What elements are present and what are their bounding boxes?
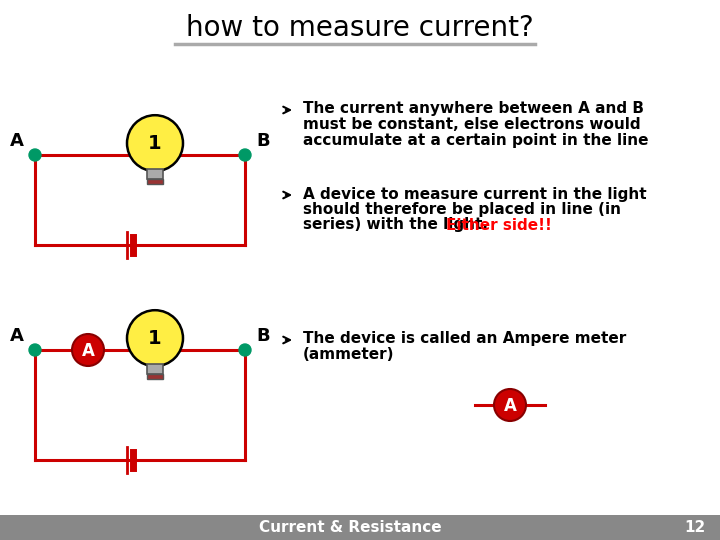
Text: The current anywhere between A and B: The current anywhere between A and B: [303, 102, 644, 117]
Text: accumulate at a certain point in the line: accumulate at a certain point in the lin…: [303, 132, 649, 147]
Text: series) with the light.: series) with the light.: [303, 218, 493, 233]
Circle shape: [29, 344, 41, 356]
Text: A device to measure current in the light: A device to measure current in the light: [303, 186, 647, 201]
Text: B: B: [256, 132, 270, 150]
FancyBboxPatch shape: [147, 364, 163, 374]
Text: Current & Resistance: Current & Resistance: [258, 520, 441, 535]
Circle shape: [239, 344, 251, 356]
Circle shape: [494, 389, 526, 421]
Text: 1: 1: [148, 134, 162, 153]
Text: Either side!!: Either side!!: [446, 218, 552, 233]
Text: A: A: [10, 132, 24, 150]
FancyBboxPatch shape: [147, 179, 163, 184]
Circle shape: [72, 334, 104, 366]
Text: A: A: [81, 342, 94, 360]
Text: The device is called an Ampere meter: The device is called an Ampere meter: [303, 332, 626, 347]
FancyBboxPatch shape: [147, 374, 163, 379]
FancyBboxPatch shape: [147, 169, 163, 179]
Circle shape: [127, 115, 183, 171]
Text: A: A: [503, 397, 516, 415]
Text: should therefore be placed in line (in: should therefore be placed in line (in: [303, 202, 621, 217]
Text: must be constant, else electrons would: must be constant, else electrons would: [303, 117, 641, 132]
Circle shape: [29, 149, 41, 161]
Text: 1: 1: [148, 329, 162, 348]
Text: 12: 12: [685, 520, 706, 535]
Text: how to measure current?: how to measure current?: [186, 14, 534, 42]
Text: (ammeter): (ammeter): [303, 347, 395, 362]
Text: B: B: [256, 327, 270, 345]
Circle shape: [127, 310, 183, 366]
Text: A: A: [10, 327, 24, 345]
FancyBboxPatch shape: [0, 515, 720, 540]
Circle shape: [239, 149, 251, 161]
